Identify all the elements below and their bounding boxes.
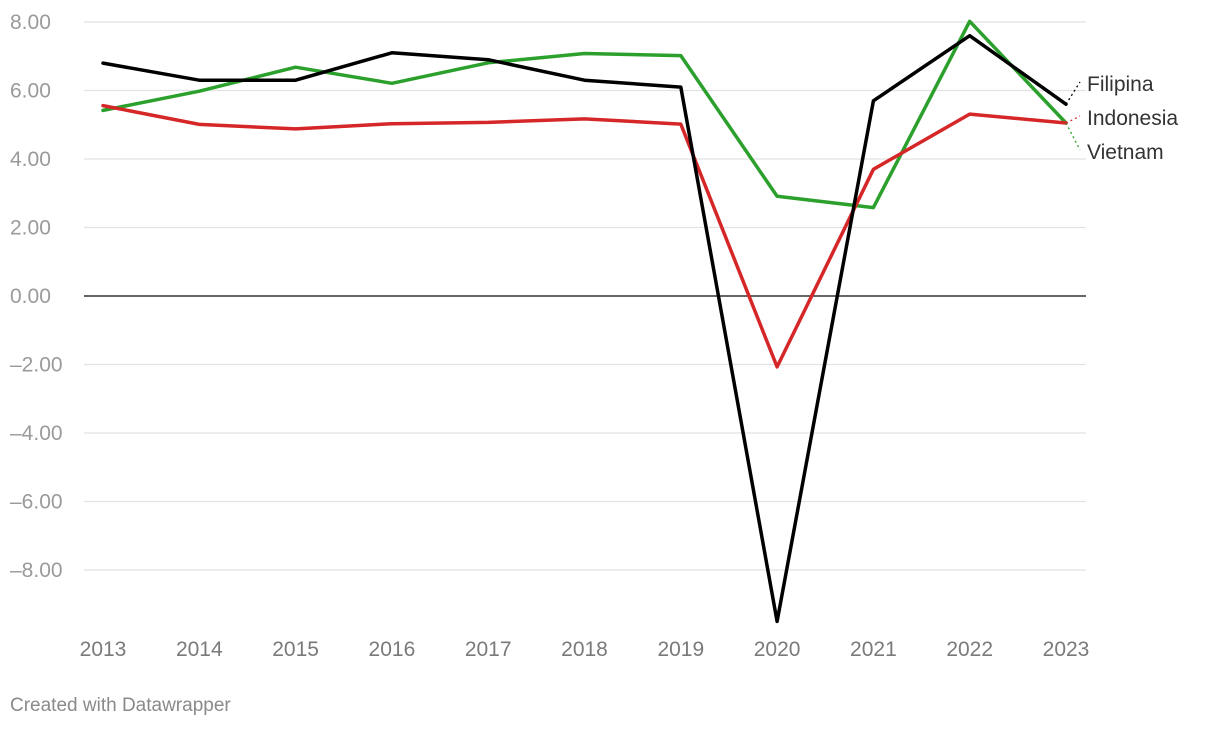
y-tick-label: –4.00 xyxy=(10,422,63,445)
y-tick-label: –6.00 xyxy=(10,491,63,514)
series-label-indonesia: Indonesia xyxy=(1087,107,1178,130)
label-connector-filipina xyxy=(1065,81,1081,105)
series-label-filipina: Filipina xyxy=(1087,73,1154,96)
x-axis-ticks: 2013 2014 2015 2016 2017 2018 2019 2020 2021 2022… xyxy=(80,638,1090,661)
x-tick-label: 2022 xyxy=(946,638,993,661)
series-line-vietnam xyxy=(101,19,1068,210)
x-tick-label: 2019 xyxy=(657,638,704,661)
x-tick-label: 2014 xyxy=(176,638,223,661)
series-labels: Vietnam Indonesia Filipina xyxy=(1065,73,1178,164)
y-tick-label: 0.00 xyxy=(10,285,51,308)
series-line-indonesia xyxy=(101,103,1068,369)
series-line-filipina xyxy=(101,33,1068,624)
x-tick-label: 2018 xyxy=(561,638,608,661)
x-tick-label: 2016 xyxy=(369,638,416,661)
y-tick-label: –2.00 xyxy=(10,354,63,377)
y-axis-ticks: 8.00 6.00 4.00 2.00 0.00 –2.00 –4.00 –6.00 –8.00 xyxy=(10,11,63,582)
label-connector-vietnam xyxy=(1065,122,1081,151)
x-tick-label: 2013 xyxy=(80,638,127,661)
y-tick-label: 6.00 xyxy=(10,80,51,103)
series-lines xyxy=(101,19,1068,624)
x-tick-label: 2023 xyxy=(1043,638,1090,661)
y-tick-label: –8.00 xyxy=(10,559,63,582)
credit-text: Created with Datawrapper xyxy=(10,695,231,716)
y-tick-label: 2.00 xyxy=(10,217,51,240)
line-chart: 8.00 6.00 4.00 2.00 0.00 –2.00 –4.00 –6.00 –8.00… xyxy=(10,11,1178,661)
y-tick-label: 8.00 xyxy=(10,11,51,34)
x-tick-label: 2017 xyxy=(465,638,512,661)
label-connector-indonesia xyxy=(1065,115,1081,124)
x-tick-label: 2015 xyxy=(272,638,319,661)
x-tick-label: 2021 xyxy=(850,638,897,661)
x-tick-label: 2020 xyxy=(754,638,801,661)
series-label-vietnam: Vietnam xyxy=(1087,141,1164,164)
y-tick-label: 4.00 xyxy=(10,148,51,171)
gridlines xyxy=(84,21,1086,571)
